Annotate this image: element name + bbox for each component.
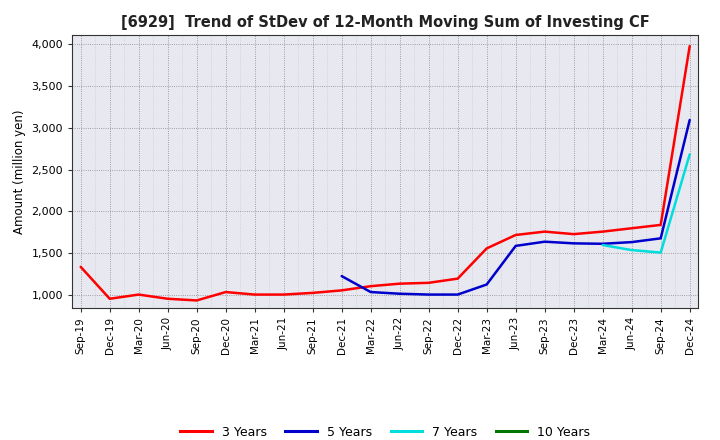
Title: [6929]  Trend of StDev of 12-Month Moving Sum of Investing CF: [6929] Trend of StDev of 12-Month Moving…: [121, 15, 649, 30]
Legend: 3 Years, 5 Years, 7 Years, 10 Years: 3 Years, 5 Years, 7 Years, 10 Years: [176, 421, 595, 440]
Y-axis label: Amount (million yen): Amount (million yen): [13, 110, 26, 234]
